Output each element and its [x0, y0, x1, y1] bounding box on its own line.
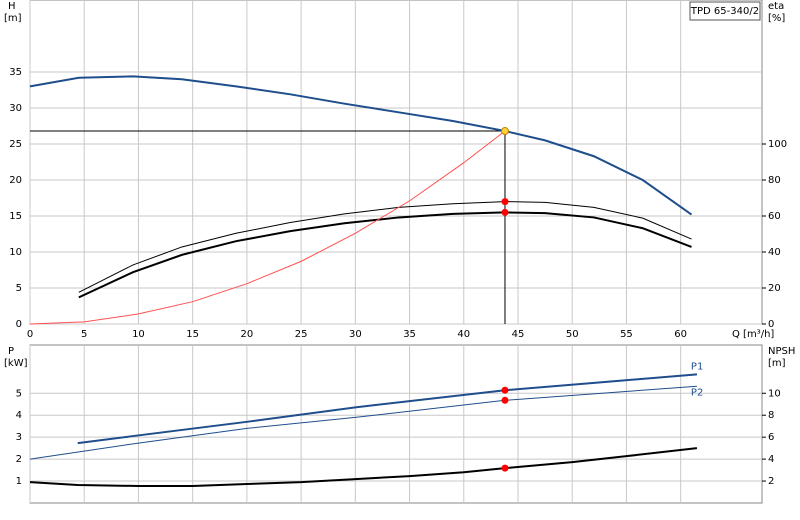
y-axis-unit: [kW]: [4, 358, 28, 369]
y2-axis-unit: [m]: [768, 358, 786, 369]
legend-label: P2: [691, 387, 703, 398]
x-axis-label: Q [m³/h]: [732, 329, 774, 340]
y2-tick-label: 80: [768, 175, 781, 186]
x-tick-label: 45: [512, 329, 525, 340]
legend-label: P1: [691, 361, 703, 372]
y-tick-label: 5: [16, 283, 22, 294]
curve: [29, 385, 697, 460]
operating-point: [501, 386, 509, 394]
x-tick-label: 55: [620, 329, 633, 340]
x-tick-label: 10: [132, 329, 145, 340]
annotation-box: [689, 1, 761, 21]
x-tick-label: 35: [403, 329, 416, 340]
y2-tick-label: 2: [768, 476, 774, 487]
annotation: TPD 65-340/2: [690, 6, 759, 17]
y2-tick-label: 60: [768, 211, 781, 222]
operating-point: [501, 208, 509, 216]
operating-point: [501, 198, 509, 206]
curve: [78, 211, 692, 299]
y-tick-label: 3: [16, 432, 22, 443]
y2-tick-label: 10: [768, 388, 781, 399]
y-tick-label: 30: [9, 103, 22, 114]
y2-tick-label: 0: [768, 319, 774, 330]
y-tick-label: 35: [9, 67, 22, 78]
x-tick-label: 60: [674, 329, 687, 340]
curve: [29, 130, 506, 325]
plot-frame: [29, 344, 763, 504]
curve: [29, 75, 693, 216]
operating-point: [500, 127, 509, 136]
y-tick-label: 10: [9, 247, 22, 258]
y2-tick-label: 4: [768, 454, 774, 465]
y2-tick-label: 100: [768, 139, 787, 150]
curve: [77, 373, 698, 445]
y-tick-label: 5: [16, 388, 22, 399]
curve: [29, 447, 698, 487]
y2-axis-unit: [%]: [768, 13, 785, 24]
x-tick-label: 5: [81, 329, 87, 340]
x-tick-label: 0: [27, 329, 33, 340]
y-tick-label: 1: [16, 476, 22, 487]
operating-point: [501, 396, 509, 404]
x-tick-label: 50: [566, 329, 579, 340]
plot-frame: [29, 0, 763, 325]
y2-tick-label: 8: [768, 410, 774, 421]
y-tick-label: 2: [16, 454, 22, 465]
x-tick-label: 40: [457, 329, 470, 340]
y-axis-unit: [m]: [4, 13, 22, 24]
y2-tick-label: 20: [768, 283, 781, 294]
y2-axis-label: eta: [768, 1, 784, 12]
y2-tick-label: 40: [768, 247, 781, 258]
y2-tick-label: 6: [768, 432, 774, 443]
y2-axis-label: NPSH: [768, 346, 795, 357]
y-tick-label: 4: [16, 410, 22, 421]
y-tick-label: 15: [9, 211, 22, 222]
y-tick-label: 25: [9, 139, 22, 150]
y-tick-label: 0: [16, 319, 22, 330]
y-tick-label: 20: [9, 175, 22, 186]
y-axis-label: H: [8, 1, 16, 12]
x-tick-label: 25: [295, 329, 308, 340]
y-axis-label: P: [8, 346, 14, 357]
x-tick-label: 15: [186, 329, 199, 340]
x-tick-label: 30: [349, 329, 362, 340]
x-tick-label: 20: [241, 329, 254, 340]
operating-point: [501, 464, 509, 472]
